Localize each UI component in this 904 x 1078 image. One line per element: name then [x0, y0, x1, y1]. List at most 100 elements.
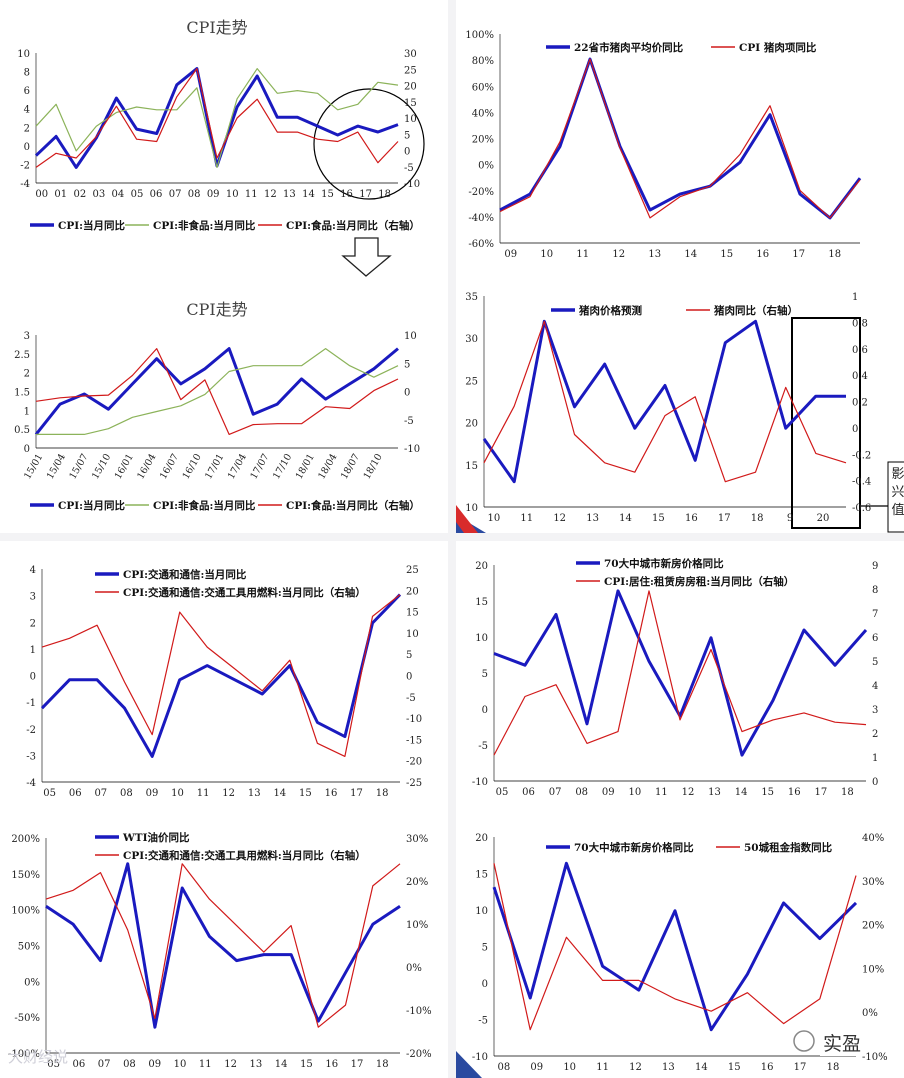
series-line: [499, 58, 861, 219]
series-line: [45, 862, 401, 1029]
left-tick-label: -50%: [14, 1013, 40, 1024]
left-tick-label: 150%: [11, 870, 40, 881]
x-tick-label: 10: [563, 1062, 576, 1073]
left-tick-label: 8: [24, 68, 30, 79]
x-tick-label: 11: [199, 1059, 212, 1070]
x-tick-label: 16/04: [135, 452, 158, 481]
x-tick-label: 07: [549, 787, 562, 798]
right-tick-label: 0%: [862, 1008, 878, 1019]
left-tick-label: 2: [24, 369, 30, 380]
left-tick-label: 40%: [472, 108, 494, 119]
right-tick-label: 30%: [406, 834, 428, 845]
right-tick-label: 10: [404, 114, 417, 125]
legend-label: CPI:交通和通信:交通工具用燃料:当月同比（右轴）: [123, 586, 366, 599]
x-tick-label: 17/04: [226, 452, 249, 481]
right-tick-label: 0.2: [852, 398, 868, 409]
right-tick-label: 1: [872, 753, 878, 764]
corner-deco-red: [456, 505, 478, 533]
left-tick-label: -5: [478, 741, 488, 752]
x-tick-label: 15/10: [90, 452, 113, 481]
right-tick-label: -5: [404, 416, 414, 427]
left-tick-label: 1: [24, 406, 30, 417]
left-tick-label: 0.5: [14, 425, 30, 436]
series-line: [45, 863, 401, 1028]
side-note-box: [887, 461, 904, 533]
left-tick-label: 20: [465, 419, 478, 430]
series-line: [41, 594, 401, 757]
left-tick-label: 6: [24, 86, 30, 97]
left-tick-label: 10: [17, 49, 30, 60]
x-tick-label: 16/07: [158, 452, 181, 481]
x-tick-label: 14: [302, 189, 315, 200]
x-tick-label: 15/07: [67, 452, 90, 481]
x-tick-label: 17: [792, 249, 805, 260]
right-tick-label: 0: [404, 388, 410, 399]
x-tick-label: 17/07: [248, 452, 271, 481]
x-tick-label: 20: [817, 513, 830, 524]
right-tick-label: 8: [872, 585, 878, 596]
right-tick-label: -10: [404, 444, 420, 455]
x-tick-label: 18: [827, 1062, 840, 1073]
right-tick-label: 0.4: [852, 371, 868, 382]
legend-label: CPI:食品:当月同比（右轴）: [286, 499, 420, 512]
x-tick-label: 13: [648, 249, 661, 260]
right-tick-label: 5: [406, 650, 412, 661]
left-tick-label: 5: [482, 669, 488, 680]
x-tick-label: 13: [708, 787, 721, 798]
x-tick-label: 10: [540, 249, 553, 260]
right-tick-label: -20%: [406, 1049, 432, 1060]
left-tick-label: -4: [20, 179, 30, 190]
highlight-circle: [313, 88, 425, 200]
right-tick-label: 10%: [862, 964, 884, 975]
legend-label: 22省市猪肉平均价同比: [574, 41, 684, 54]
legend-label: WTI油价同比: [122, 831, 190, 844]
x-tick-label: 18: [378, 189, 391, 200]
x-tick-label: 18/10: [362, 452, 385, 481]
legend-label: CPI:交通和通信:交通工具用燃料:当月同比（右轴）: [123, 849, 366, 862]
left-tick-label: -40%: [468, 213, 494, 224]
left-tick-label: -100%: [8, 1049, 40, 1060]
x-tick-label: 02: [73, 189, 86, 200]
legend-label: 猪肉同比（右轴）: [713, 304, 798, 317]
left-tick-label: -2: [20, 160, 30, 171]
series-line: [483, 320, 847, 483]
left-tick-label: -10: [472, 1052, 488, 1063]
panel-transport: 4 3 2 1 0 -1 -2 -3 -4 25 20 15 10 5 0 -5 -10 -15 -20 -25 05 0…: [0, 541, 448, 1078]
right-tick-label: 7: [872, 609, 878, 620]
legend-label: 50城租金指数同比: [744, 841, 833, 854]
x-tick-label: 16: [756, 249, 769, 260]
left-tick-label: -10: [472, 777, 488, 788]
x-tick-label: 16: [325, 788, 338, 799]
x-tick-label: 06: [522, 787, 535, 798]
series-line: [34, 347, 399, 436]
right-tick-label: 6: [872, 633, 878, 644]
x-tick-label: 11: [655, 787, 668, 798]
x-tick-label: 05: [131, 189, 144, 200]
x-tick-label: 10: [174, 1059, 187, 1070]
right-tick-label: 15: [406, 608, 419, 619]
x-tick-label: 18: [751, 513, 764, 524]
x-tick-label: 13: [662, 1062, 675, 1073]
x-tick-label: 12: [224, 1059, 237, 1070]
left-tick-label: 2.5: [14, 350, 30, 361]
x-tick-label: 14: [735, 787, 748, 798]
left-tick-label: 2: [24, 123, 30, 134]
wechat-icon: [793, 1030, 815, 1052]
x-tick-label: 17: [814, 787, 827, 798]
series-line: [499, 57, 862, 220]
left-tick-label: 1.5: [14, 388, 30, 399]
legend-label: CPI:非食品:当月同比: [153, 219, 256, 232]
legend-label: CPI:非食品:当月同比: [153, 499, 256, 512]
left-tick-label: 20: [475, 561, 488, 572]
x-tick-label: 18: [376, 788, 389, 799]
x-tick-label: 12: [629, 1062, 642, 1073]
x-tick-label: 14: [684, 249, 697, 260]
x-tick-label: 18/04: [316, 452, 339, 481]
x-tick-label: 17: [718, 513, 731, 524]
x-tick-label: 16: [788, 787, 801, 798]
x-tick-label: 07: [169, 189, 182, 200]
x-tick-label: 12: [612, 249, 625, 260]
right-tick-label: 3: [872, 705, 878, 716]
series-line: [492, 861, 858, 1032]
